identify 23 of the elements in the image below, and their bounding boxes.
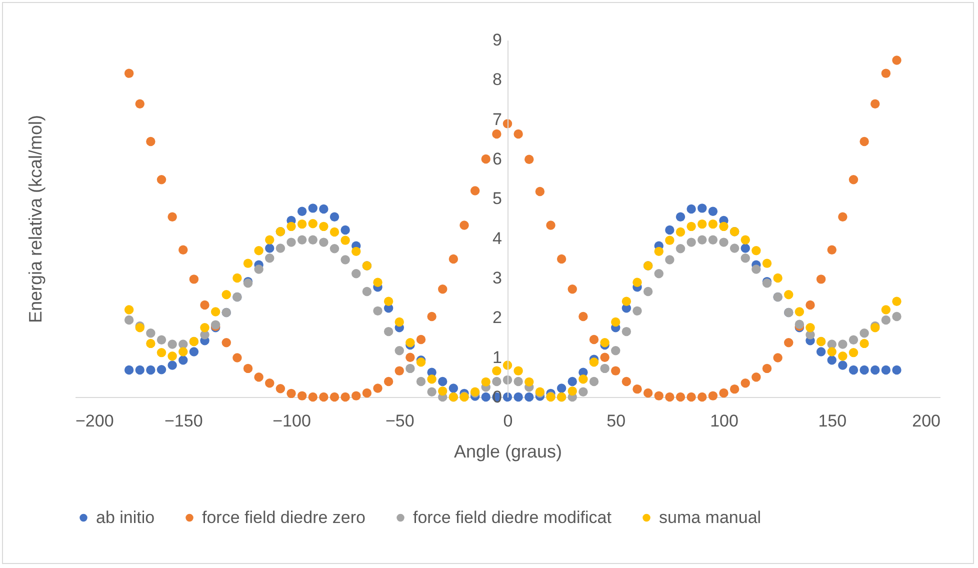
legend-label: force field diedre zero <box>202 508 366 527</box>
y-axis-title: Energia relativa (kcal/mol) <box>26 114 46 324</box>
legend-label: suma manual <box>659 508 762 527</box>
x-tick-label: −200 <box>76 412 114 430</box>
y-tick-label: 3 <box>492 268 502 288</box>
legend-label: ab initio <box>96 508 155 527</box>
x-tick-label: 100 <box>710 412 738 430</box>
x-axis-title: Angle (graus) <box>454 442 562 462</box>
y-tick-label: 9 <box>492 30 502 50</box>
legend-label: force field diedre modificat <box>413 508 612 527</box>
y-tick-label: 6 <box>492 150 502 168</box>
y-tick-label: 8 <box>492 70 502 90</box>
y-tick-label: 5 <box>492 189 502 208</box>
x-tick-label: 50 <box>606 412 626 430</box>
x-tick-label: −150 <box>164 412 203 430</box>
x-tick-label: −100 <box>272 412 311 430</box>
x-tick-label: 150 <box>818 412 847 430</box>
x-tick-label: −50 <box>385 412 414 430</box>
y-tick-label: 4 <box>492 228 502 248</box>
y-tick-label: 2 <box>492 308 502 328</box>
y-tick-label: 1 <box>492 348 502 367</box>
x-tick-label: 200 <box>912 412 940 430</box>
y-tick-label: 7 <box>492 110 502 129</box>
